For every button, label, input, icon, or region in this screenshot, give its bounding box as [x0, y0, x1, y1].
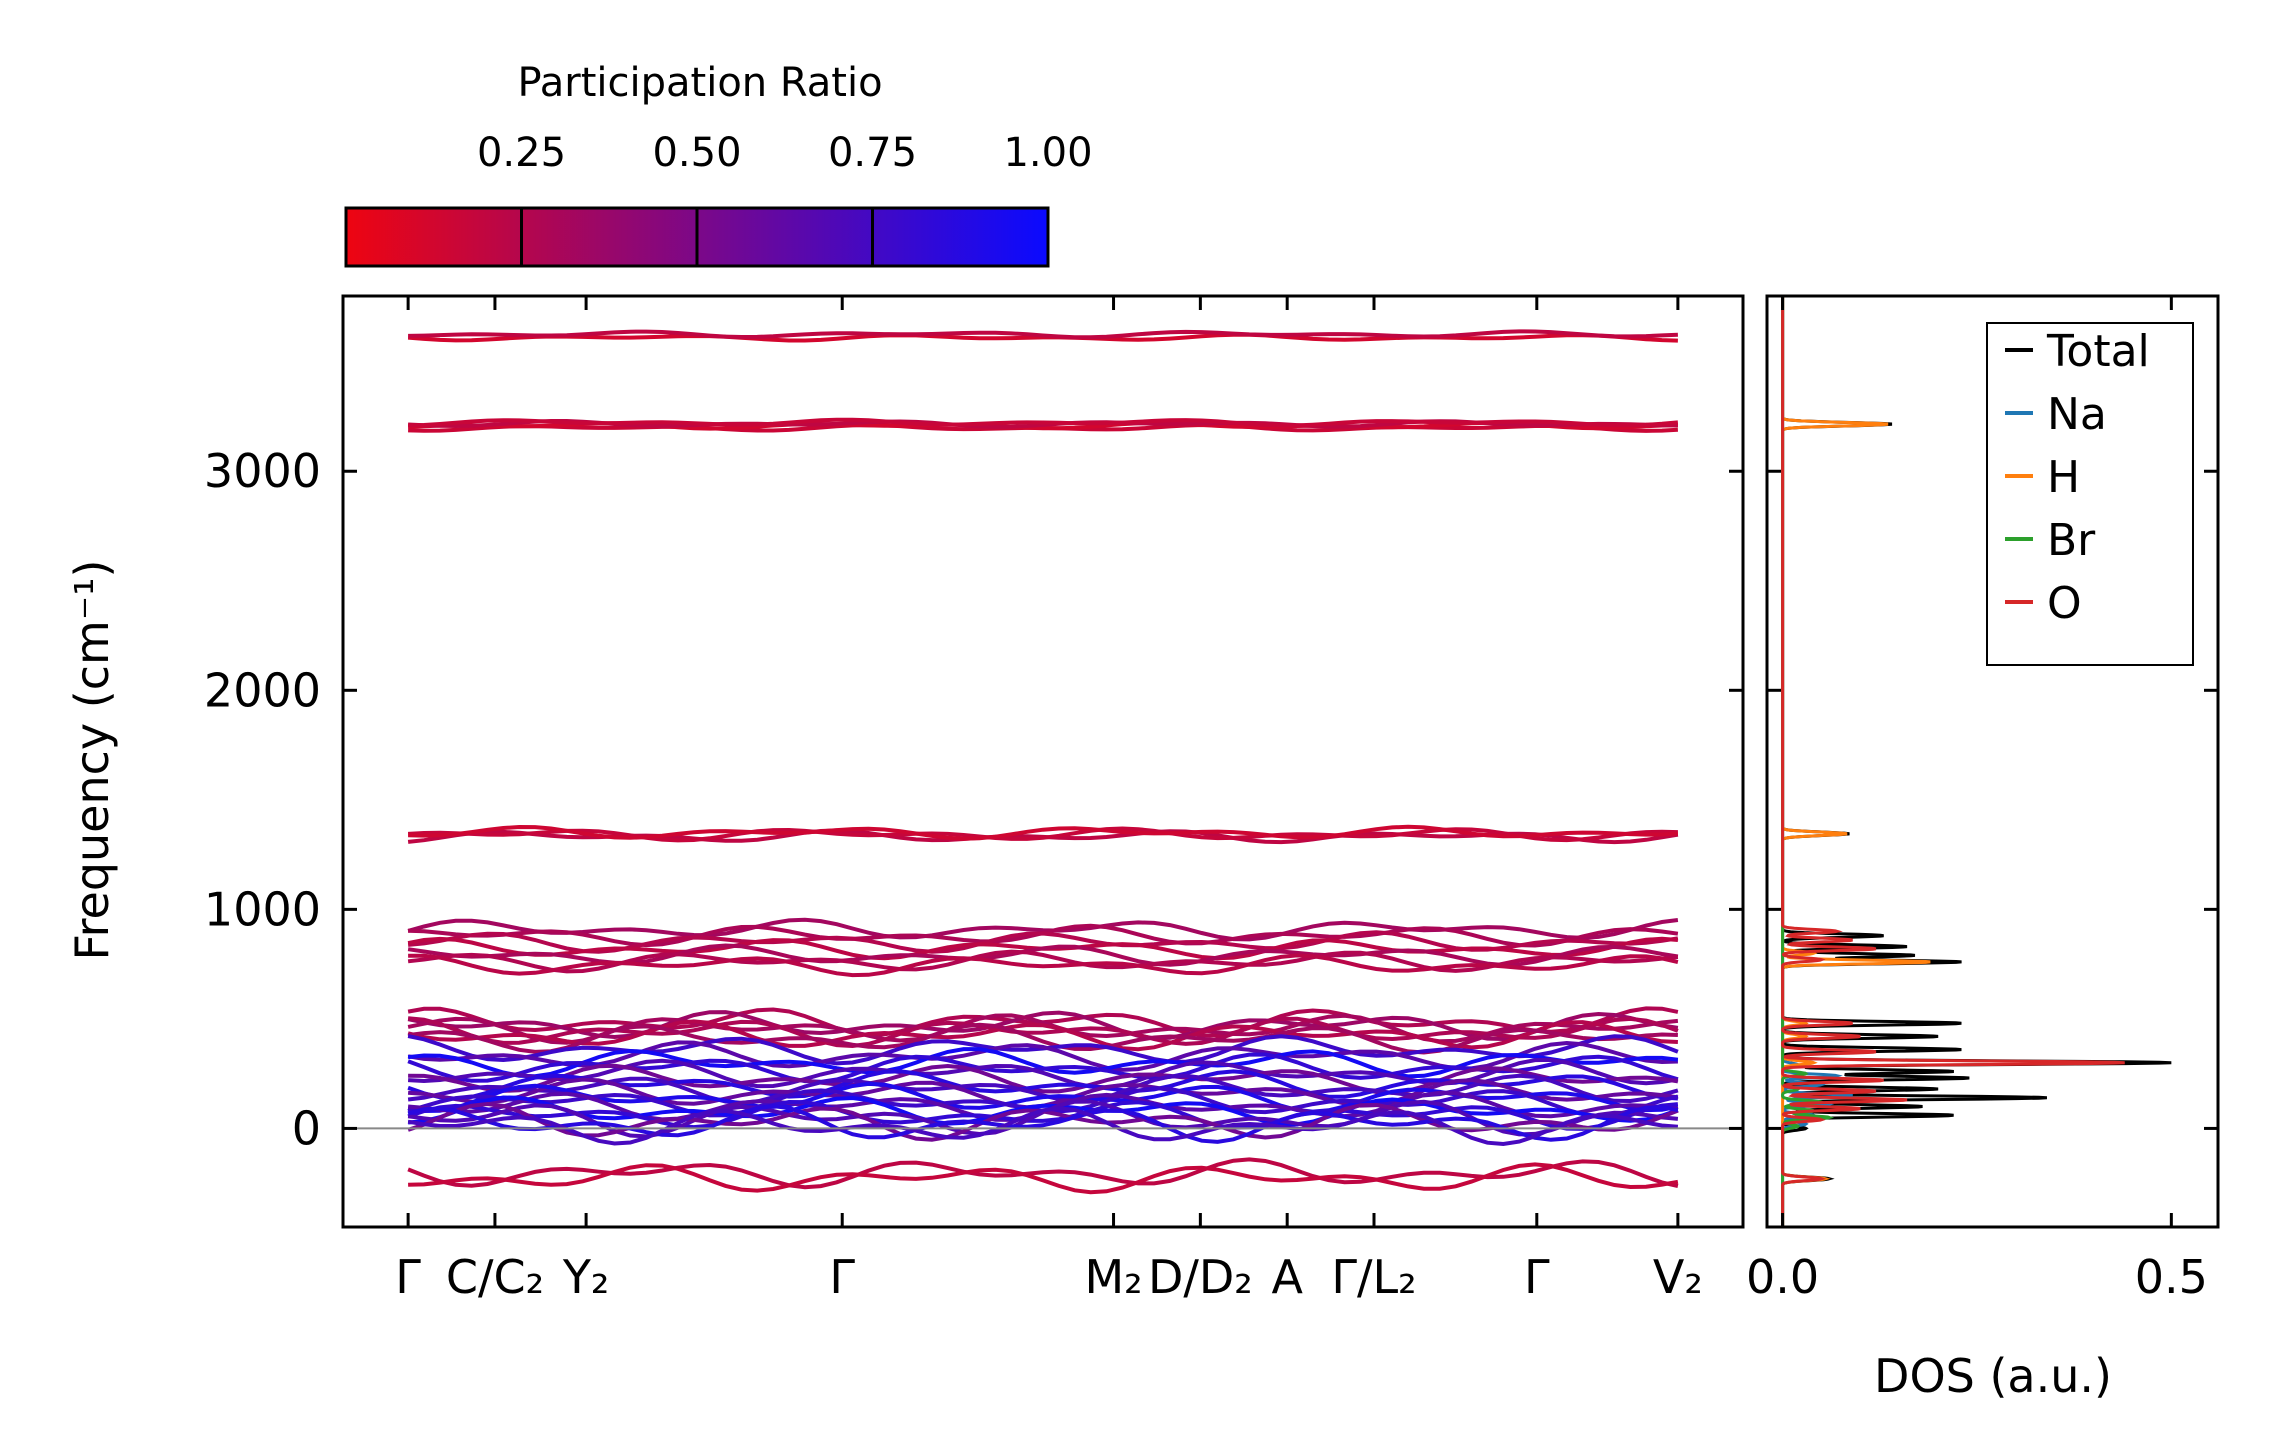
dos-lines [1781, 296, 2172, 1227]
dos-x-tick-label: 0.0 [1746, 1250, 1819, 1304]
band-axis: 0 1000 2000 3000 Γ C/C₂ Y₂ Γ M₂ D/D₂ A Γ/L₂ Γ V₂ [204, 296, 1743, 1304]
band-frame [341, 294, 1745, 1229]
colorbar-tick-label: 0.50 [652, 130, 741, 176]
band-line [407, 1095, 1679, 1127]
band-y-axis-title: Frequency (cm⁻¹) [65, 560, 119, 961]
band-line [407, 1157, 1679, 1190]
legend-label: H [2047, 452, 2080, 503]
band-line [408, 1063, 1679, 1095]
band-line [407, 1099, 1679, 1131]
legend-items: Total Na H Br O [2005, 326, 2150, 629]
x-tick-label: Γ [395, 1250, 421, 1304]
x-tick-label: A [1271, 1250, 1303, 1304]
dos-axis: 0.0 0.5 [1746, 296, 2218, 1304]
band-panel: 0 1000 2000 3000 Γ C/C₂ Y₂ Γ M₂ D/D₂ A Γ/L₂ Γ V₂ Freq… [65, 294, 1745, 1304]
band-lines [343, 329, 1743, 1195]
band-line [407, 1022, 1678, 1055]
band-line [407, 1019, 1678, 1052]
dos-panel: 0.0 0.5 DOS (a.u.) Total Na H Br O [1746, 294, 2220, 1403]
x-tick-label: Γ [1524, 1250, 1550, 1304]
legend-label: Total [2046, 326, 2150, 377]
legend-label: Br [2047, 515, 2096, 566]
band-line [407, 826, 1678, 843]
legend-label: Na [2047, 389, 2107, 440]
y-tick-label: 2000 [204, 663, 321, 717]
x-tick-label: M₂ [1084, 1250, 1142, 1304]
legend: Total Na H Br O [1986, 322, 2194, 666]
colorbar-tick-label: 0.75 [828, 130, 917, 176]
x-tick-label: V₂ [1653, 1250, 1703, 1304]
legend-box [1986, 322, 2194, 666]
y-tick-label: 3000 [204, 444, 321, 498]
x-tick-label: Γ/L₂ [1331, 1250, 1416, 1304]
band-line [408, 824, 1679, 841]
band-line [408, 953, 1679, 978]
y-tick-label: 1000 [204, 882, 321, 936]
x-tick-label: C/C₂ [446, 1250, 544, 1304]
colorbar-tick-label: 0.25 [477, 130, 566, 176]
colorbar-title: Participation Ratio [517, 60, 882, 106]
band-line [407, 1104, 1679, 1144]
dos-curve-o [1781, 296, 2125, 1227]
colorbar: Participation Ratio 0.25 0.50 0.75 1.00 [344, 60, 1093, 268]
dos-x-tick-label: 0.5 [2135, 1250, 2208, 1304]
band-line [407, 917, 1679, 942]
band-line [407, 1106, 1679, 1147]
band-line [408, 417, 1679, 428]
y-tick-label: 0 [292, 1101, 321, 1155]
legend-label: O [2047, 578, 2082, 629]
dos-frame [1765, 294, 2220, 1229]
band-line [408, 1162, 1679, 1195]
x-tick-label: D/D₂ [1148, 1250, 1253, 1304]
band-line [408, 329, 1678, 340]
x-tick-label: Y₂ [562, 1250, 610, 1304]
colorbar-tick-label: 1.00 [1003, 130, 1092, 176]
colorbar-ticks: 0.25 0.50 0.75 1.00 [477, 130, 1093, 266]
dos-x-axis-title: DOS (a.u.) [1874, 1349, 2112, 1403]
x-tick-label: Γ [829, 1250, 855, 1304]
